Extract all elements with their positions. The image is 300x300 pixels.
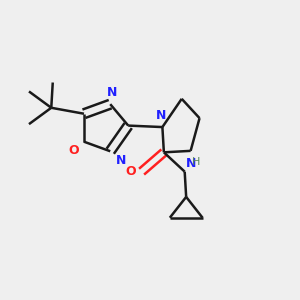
Text: N: N: [156, 109, 166, 122]
Text: N: N: [116, 154, 126, 166]
Text: O: O: [68, 144, 79, 157]
Text: N: N: [106, 86, 117, 99]
Text: O: O: [126, 165, 136, 178]
Text: N: N: [186, 157, 197, 170]
Text: H: H: [192, 157, 200, 167]
